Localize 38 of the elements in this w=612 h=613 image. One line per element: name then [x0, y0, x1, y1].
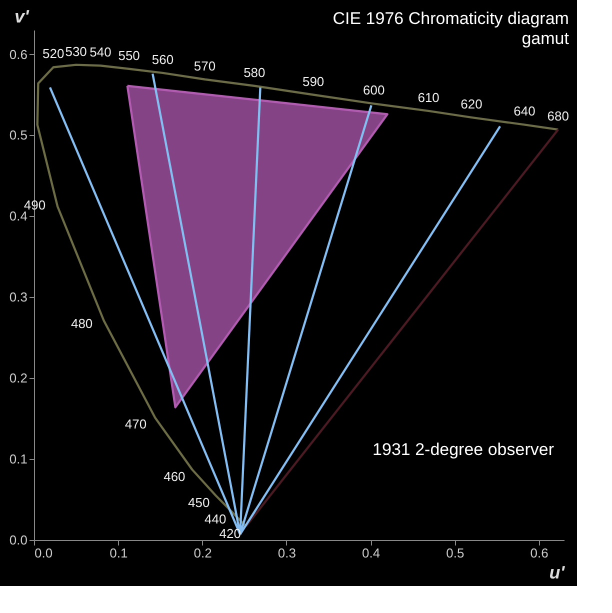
annotation: 680 [547, 108, 569, 124]
y-tick-label: 0.0 [9, 532, 28, 548]
annotation: 1931 2-degree observer [372, 440, 554, 459]
chart-subtitle: gamut [522, 29, 570, 48]
annotation: 470 [124, 416, 147, 432]
y-tick-label: 0.6 [9, 46, 28, 62]
annotation: 610 [418, 90, 440, 105]
x-axis-title: u' [549, 562, 566, 582]
annotation: 590 [302, 74, 324, 89]
annotation: 600 [363, 82, 385, 98]
annotation: 440 [204, 512, 226, 527]
x-tick-label: 0.5 [446, 546, 464, 560]
annotation: 450 [188, 495, 210, 510]
annotation: 620 [460, 96, 482, 112]
y-tick-label: 0.5 [9, 128, 28, 143]
y-tick-label: 0.4 [9, 208, 28, 224]
annotation: 420 [219, 526, 241, 542]
x-tick-label: 0.0 [34, 546, 53, 560]
y-axis-title: v' [14, 6, 30, 26]
annotation: 480 [70, 316, 93, 332]
y-tick-label: 0.3 [9, 290, 28, 305]
x-tick-label: 0.1 [110, 546, 128, 560]
annotation: 560 [152, 52, 174, 67]
annotation: 530 [65, 44, 87, 59]
annotation: 520 [42, 46, 64, 62]
chart-title: CIE 1976 Chromaticity diagram [332, 9, 569, 28]
annotation: 460 [164, 469, 186, 484]
annotation: 570 [194, 58, 216, 74]
annotation: 540 [90, 44, 112, 60]
annotation: 640 [514, 104, 536, 119]
y-tick-label: 0.2 [9, 370, 28, 386]
x-tick-label: 0.3 [278, 546, 296, 560]
annotation: 550 [118, 48, 140, 63]
annotation: 580 [244, 64, 266, 80]
y-tick-label: 0.1 [9, 452, 28, 467]
x-tick-label: 0.2 [194, 546, 212, 560]
x-tick-label: 0.4 [362, 546, 380, 560]
x-tick-label: 0.6 [530, 546, 548, 560]
